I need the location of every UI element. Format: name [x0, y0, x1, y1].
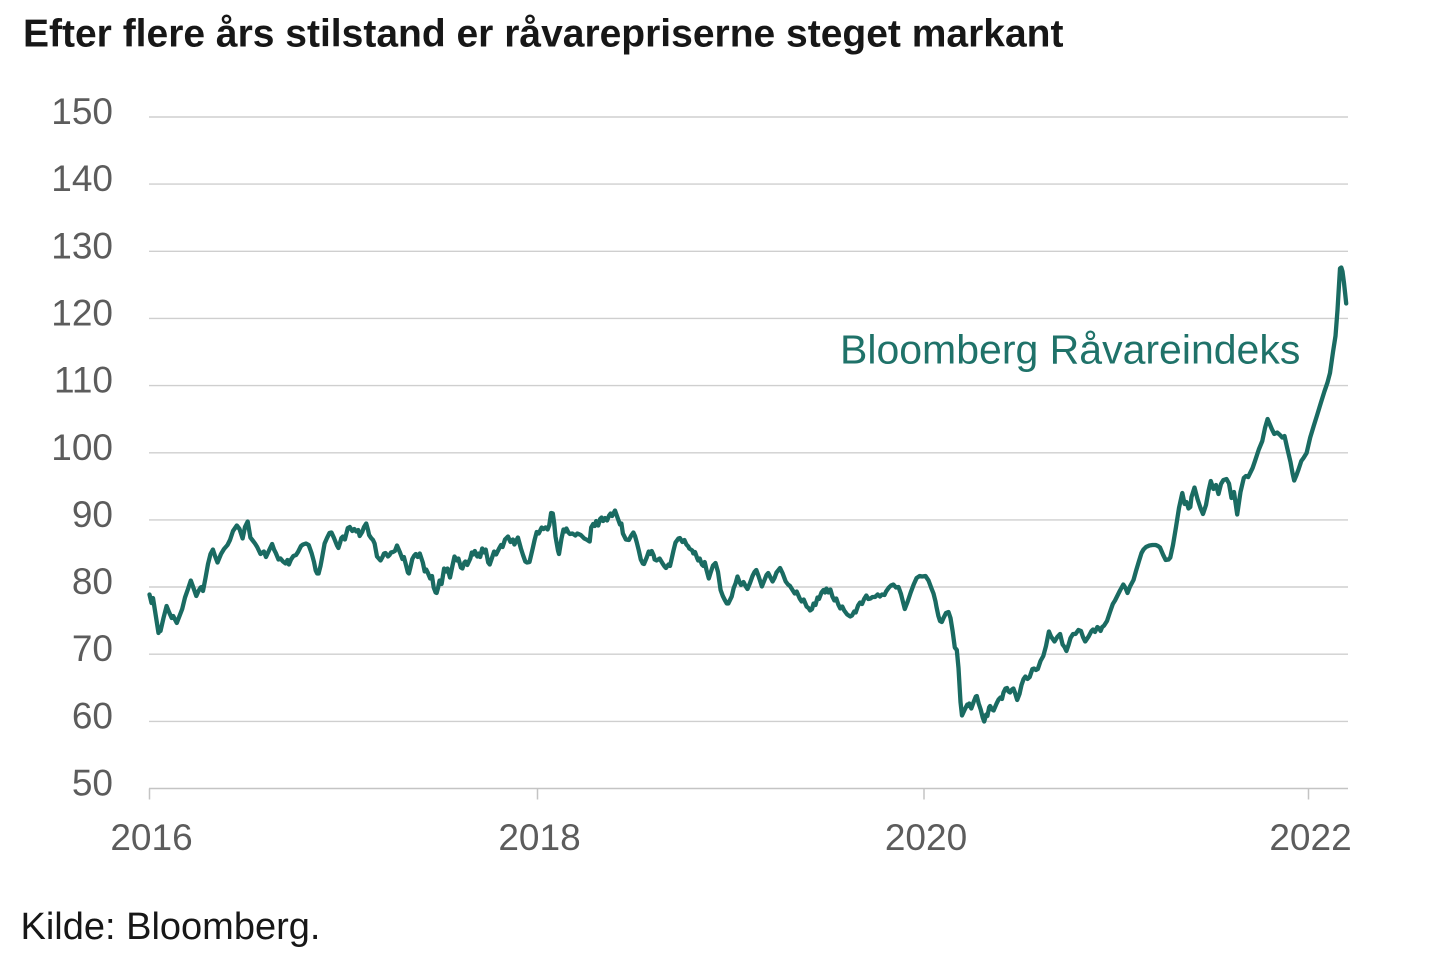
- svg-text:Kilde: Bloomberg.: Kilde: Bloomberg.: [21, 906, 321, 948]
- svg-text:90: 90: [72, 494, 113, 535]
- svg-text:140: 140: [51, 158, 113, 199]
- svg-text:2020: 2020: [885, 817, 967, 858]
- svg-text:120: 120: [51, 292, 113, 333]
- svg-text:Bloomberg Råvareindeks: Bloomberg Råvareindeks: [840, 327, 1300, 373]
- svg-text:50: 50: [72, 763, 113, 804]
- svg-text:Efter flere års stilstand er r: Efter flere års stilstand er råvareprise…: [23, 13, 1064, 56]
- svg-text:60: 60: [72, 695, 113, 736]
- svg-text:80: 80: [72, 561, 113, 602]
- svg-text:2022: 2022: [1269, 817, 1351, 858]
- svg-text:110: 110: [54, 360, 113, 401]
- svg-text:100: 100: [51, 427, 113, 468]
- svg-text:150: 150: [51, 91, 113, 132]
- svg-text:130: 130: [51, 225, 113, 266]
- svg-text:2016: 2016: [110, 817, 192, 858]
- svg-text:70: 70: [72, 628, 113, 669]
- svg-text:2018: 2018: [498, 817, 580, 858]
